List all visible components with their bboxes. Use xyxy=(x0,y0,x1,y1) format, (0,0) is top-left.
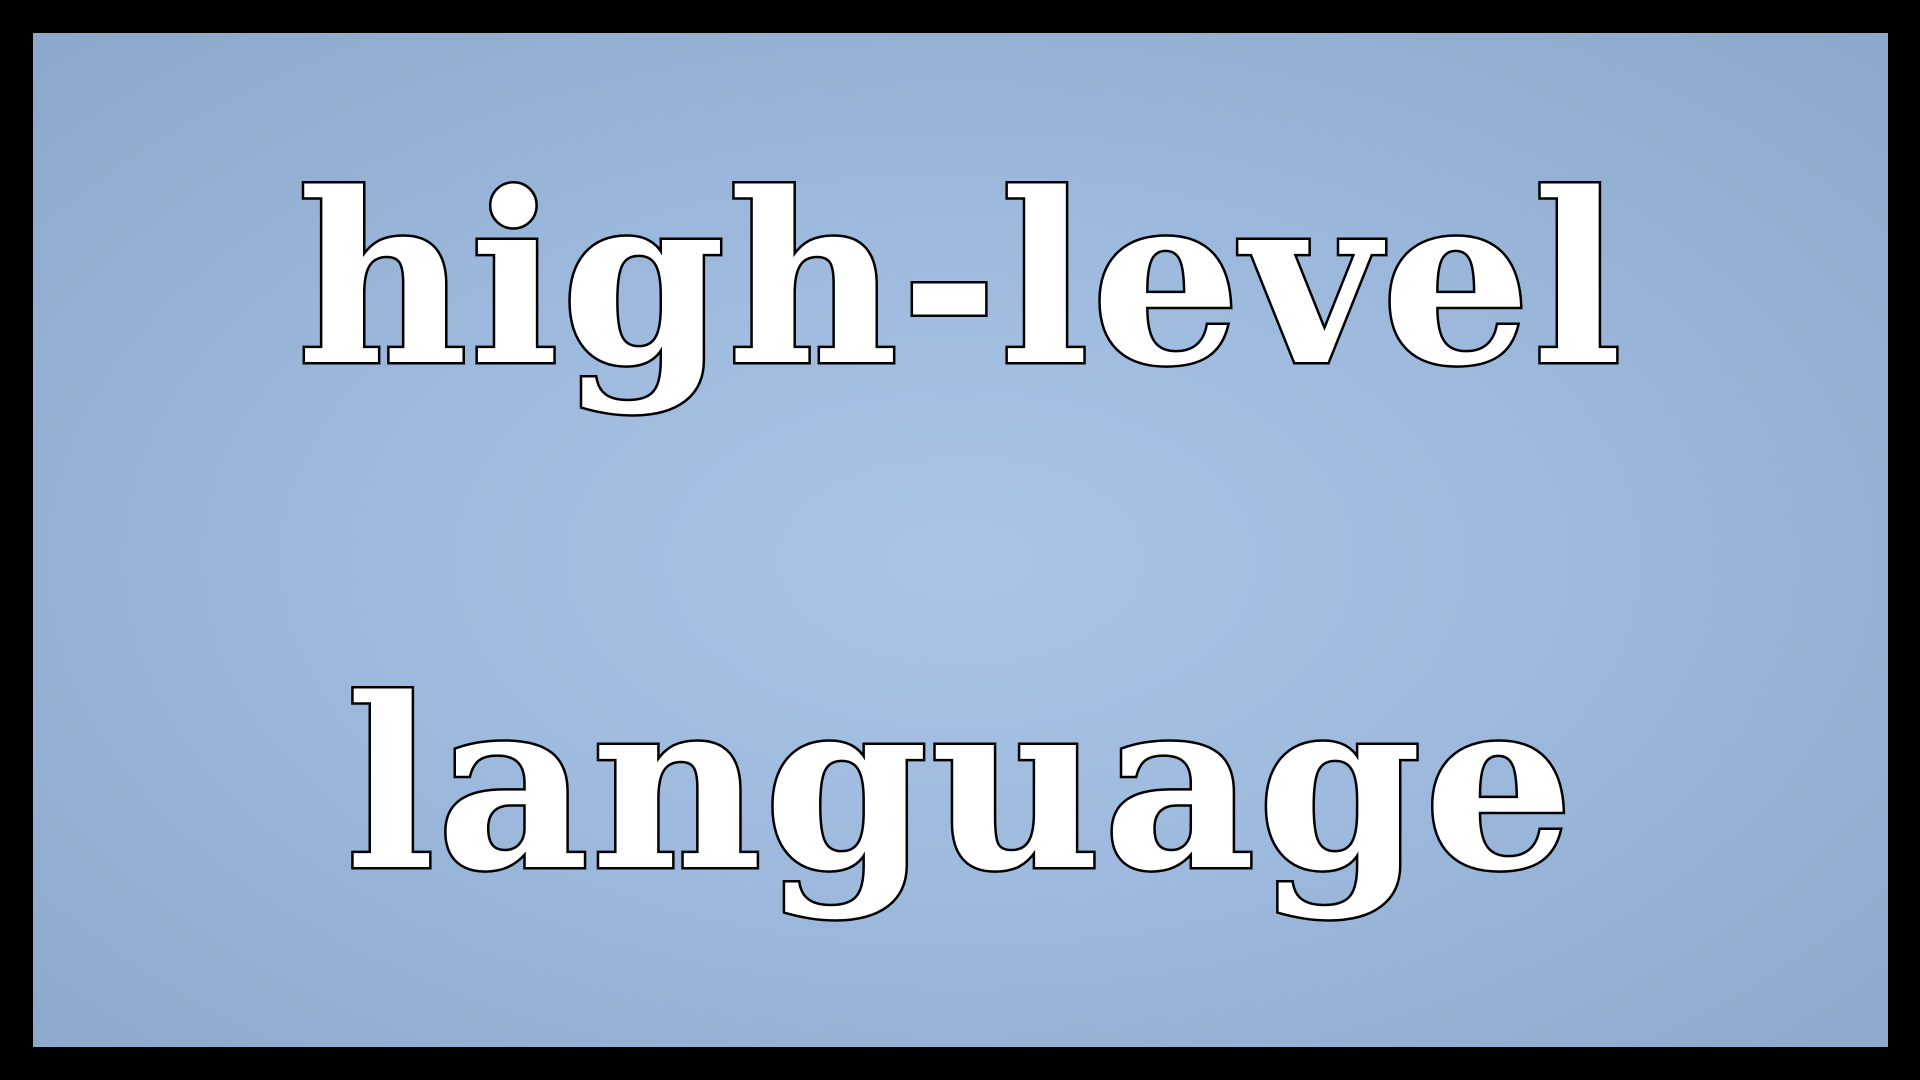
title-card: high-level language xyxy=(33,33,1888,1047)
title-line-1: high-level xyxy=(295,142,1625,418)
title-line-2: language xyxy=(343,647,1576,923)
